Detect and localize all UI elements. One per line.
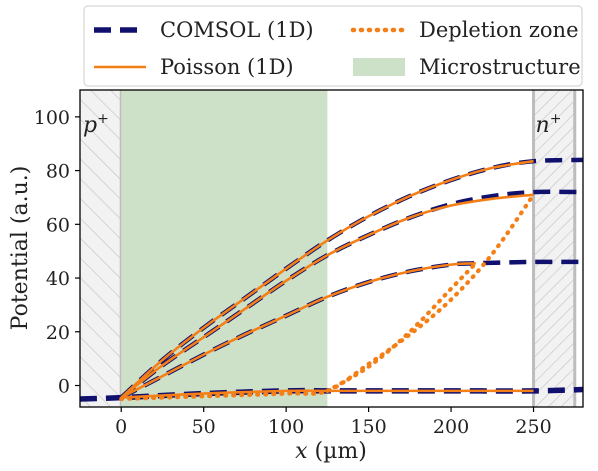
series-line-poisson-1d--7 — [120, 159, 534, 399]
y-axis-title: Potential (a.u.) — [8, 166, 33, 331]
x-tick-label: 0 — [115, 416, 127, 438]
x-tick-label: 50 — [192, 416, 216, 438]
y-tick-label: 80 — [46, 161, 70, 183]
y-tick-label: 0 — [58, 376, 70, 398]
y-tick-label: 40 — [46, 268, 70, 290]
series-line-depletion-zone-9 — [325, 261, 478, 393]
x-axis-title: x (µm) — [295, 439, 367, 464]
legend: COMSOL (1D) Depletion zone Poisson (1D) Mic… — [83, 5, 583, 87]
y-tick-label: 100 — [34, 107, 70, 129]
region-microstructure — [121, 90, 328, 407]
legend-label-depletion-zone: Depletion zone — [419, 18, 579, 42]
legend-label-comsol-1d-: COMSOL (1D) — [160, 18, 314, 42]
x-tick-label: 250 — [515, 416, 551, 438]
legend-box — [83, 5, 583, 87]
legend-swatch-microstructure — [353, 58, 405, 76]
x-tick-label: 100 — [268, 416, 304, 438]
series-line-poisson-1d--6 — [120, 193, 534, 399]
region-label-pplus: p+ — [83, 111, 109, 138]
y-tick-label: 20 — [46, 322, 70, 344]
legend-label-microstructure: Microstructure — [419, 55, 581, 79]
region-pplus — [80, 90, 122, 407]
legend-label-poisson-1d-: Poisson (1D) — [160, 55, 294, 79]
series-line-poisson-1d--5 — [120, 261, 476, 399]
region-label-nplus: n+ — [536, 111, 562, 138]
region-nplus — [533, 90, 575, 407]
y-tick-label: 60 — [46, 214, 70, 236]
plot-area-frame — [79, 89, 584, 408]
x-tick-label: 150 — [350, 416, 386, 438]
x-tick-label: 200 — [433, 416, 469, 438]
